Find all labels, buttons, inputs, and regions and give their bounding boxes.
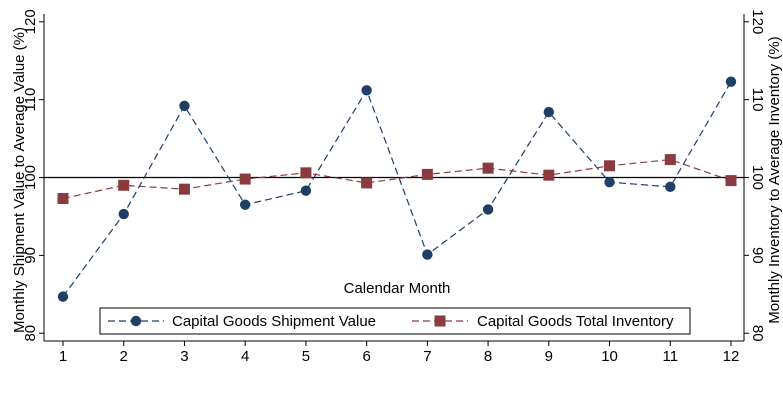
- right-y-axis-title: Monthly Inventory to Average Inventory (…: [766, 36, 783, 323]
- data-point: [665, 181, 676, 193]
- left-y-tick-label: 90: [22, 247, 39, 264]
- right-y-tick-label: 100: [749, 165, 766, 190]
- x-tick-label: 6: [362, 348, 370, 365]
- series-line: [62, 81, 732, 297]
- right-y-axis: 80 90 100 110 120: [744, 9, 766, 342]
- data-point: [664, 154, 676, 166]
- left-y-axis: 80 90 100 110 120: [22, 9, 44, 342]
- data-point: [300, 167, 312, 179]
- legend-shipment-label: Capital Goods Shipment Value: [172, 313, 376, 330]
- right-y-tick-label: 90: [749, 247, 766, 264]
- x-axis: 1 2 3 4 5 6 7 8 9 10 11 12: [59, 341, 740, 365]
- data-point: [421, 168, 433, 180]
- x-tick-label: 9: [545, 348, 553, 365]
- data-point: [725, 175, 737, 187]
- data-point: [179, 100, 190, 112]
- x-tick-label: 1: [59, 348, 67, 365]
- data-point: [57, 193, 69, 205]
- x-tick-label: 7: [423, 348, 431, 365]
- series-layer: [57, 76, 737, 302]
- data-point: [543, 106, 555, 118]
- legend: Capital Goods Shipment Value Capital Goo…: [99, 307, 691, 335]
- left-y-tick-label: 110: [22, 88, 39, 112]
- x-tick-label: 3: [180, 348, 188, 365]
- series-line: [62, 158, 732, 200]
- data-point: [118, 208, 129, 220]
- series-shipment-value: [57, 76, 737, 302]
- x-axis-title: Calendar Month: [344, 280, 451, 297]
- legend-box: [99, 307, 691, 335]
- data-point: [543, 169, 555, 181]
- x-tick-label: 5: [302, 348, 310, 365]
- right-y-tick-label: 80: [749, 325, 766, 342]
- data-point: [604, 160, 616, 172]
- series-total-inventory: [57, 154, 737, 205]
- data-point: [239, 173, 251, 185]
- data-point: [482, 204, 494, 215]
- legend-shipment-marker: [130, 315, 142, 327]
- legend-inventory-marker: [434, 315, 446, 327]
- right-y-tick-label: 110: [749, 88, 766, 112]
- left-y-tick-label: 120: [22, 9, 39, 34]
- data-point: [422, 249, 433, 260]
- data-point: [239, 199, 251, 210]
- data-point: [57, 291, 69, 302]
- data-point: [725, 76, 737, 87]
- right-y-tick-label: 120: [749, 9, 766, 34]
- data-point: [300, 185, 312, 196]
- x-tick-label: 2: [120, 348, 128, 365]
- data-point: [118, 179, 130, 191]
- left-y-axis-title: Monthly Shipment Value to Average Value …: [11, 27, 28, 333]
- data-point: [482, 162, 494, 174]
- x-tick-label: 4: [241, 348, 249, 365]
- x-tick-label: 10: [601, 348, 618, 365]
- left-y-tick-label: 80: [22, 325, 39, 342]
- data-point: [361, 177, 373, 189]
- data-point: [361, 85, 372, 96]
- x-tick-label: 12: [723, 348, 740, 365]
- left-y-tick-label: 100: [22, 165, 39, 190]
- data-point: [178, 183, 190, 195]
- x-tick-label: 8: [484, 348, 492, 365]
- legend-inventory-label: Capital Goods Total Inventory: [477, 313, 674, 330]
- x-tick-label: 11: [662, 348, 678, 365]
- data-point: [604, 176, 615, 188]
